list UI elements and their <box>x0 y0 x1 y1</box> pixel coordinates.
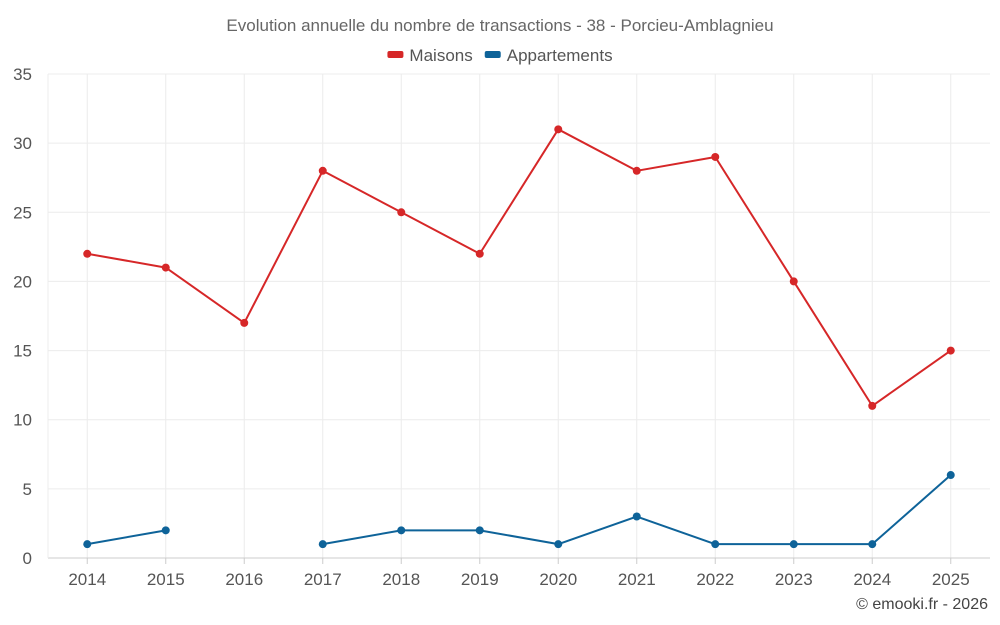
x-tick-label: 2020 <box>539 570 577 589</box>
chart-title: Evolution annuelle du nombre de transact… <box>226 16 773 35</box>
y-tick-label: 35 <box>13 65 32 84</box>
x-tick-label: 2021 <box>618 570 656 589</box>
x-tick-label: 2025 <box>932 570 970 589</box>
data-point[interactable] <box>868 540 877 549</box>
series-maisons <box>83 125 955 410</box>
legend-label: Maisons <box>409 46 472 65</box>
data-point[interactable] <box>83 249 92 258</box>
data-point[interactable] <box>946 346 955 355</box>
x-tick-label: 2014 <box>68 570 106 589</box>
legend-item-appartements[interactable]: Appartements <box>484 46 613 65</box>
x-tick-label: 2024 <box>853 570 891 589</box>
y-tick-label: 15 <box>13 342 32 361</box>
y-tick-label: 5 <box>23 480 32 499</box>
data-point[interactable] <box>475 526 484 535</box>
legend-item-maisons[interactable]: Maisons <box>387 46 473 65</box>
credit-text: © emooki.fr - 2026 <box>856 596 988 613</box>
data-point[interactable] <box>397 208 406 217</box>
data-point[interactable] <box>632 512 641 521</box>
y-tick-label: 10 <box>13 411 32 430</box>
legend-swatch <box>387 51 404 58</box>
data-point[interactable] <box>161 263 170 272</box>
gridlines <box>48 73 990 558</box>
data-point[interactable] <box>554 540 563 549</box>
data-point[interactable] <box>240 318 249 327</box>
data-point[interactable] <box>475 249 484 258</box>
data-point[interactable] <box>789 277 798 286</box>
data-point[interactable] <box>711 540 720 549</box>
x-tick-label: 2015 <box>147 570 185 589</box>
series-line <box>87 529 166 546</box>
legend-swatch <box>484 51 501 58</box>
series-line <box>87 128 952 407</box>
x-tick-label: 2017 <box>304 570 342 589</box>
data-point[interactable] <box>632 166 641 175</box>
x-tick-label: 2023 <box>775 570 813 589</box>
y-tick-label: 20 <box>13 272 32 291</box>
legend[interactable]: Maisons Appartements <box>387 46 613 65</box>
data-point[interactable] <box>868 401 877 410</box>
y-tick-label: 25 <box>13 203 32 222</box>
data-point[interactable] <box>789 540 798 549</box>
legend-label: Appartements <box>507 46 613 65</box>
series-layer <box>83 125 955 549</box>
data-point[interactable] <box>161 526 170 535</box>
x-tick-label: 2019 <box>461 570 499 589</box>
x-tick-label: 2018 <box>382 570 420 589</box>
data-point[interactable] <box>711 152 720 161</box>
data-point[interactable] <box>318 540 327 549</box>
data-point[interactable] <box>318 166 327 175</box>
y-tick-label: 0 <box>23 549 32 568</box>
data-point[interactable] <box>946 471 955 480</box>
x-tick-label: 2022 <box>696 570 734 589</box>
series-appartements <box>83 471 955 549</box>
y-tick-label: 30 <box>13 134 32 153</box>
data-point[interactable] <box>554 125 563 134</box>
data-point[interactable] <box>397 526 406 535</box>
data-point[interactable] <box>83 540 92 549</box>
x-tick-label: 2016 <box>225 570 263 589</box>
